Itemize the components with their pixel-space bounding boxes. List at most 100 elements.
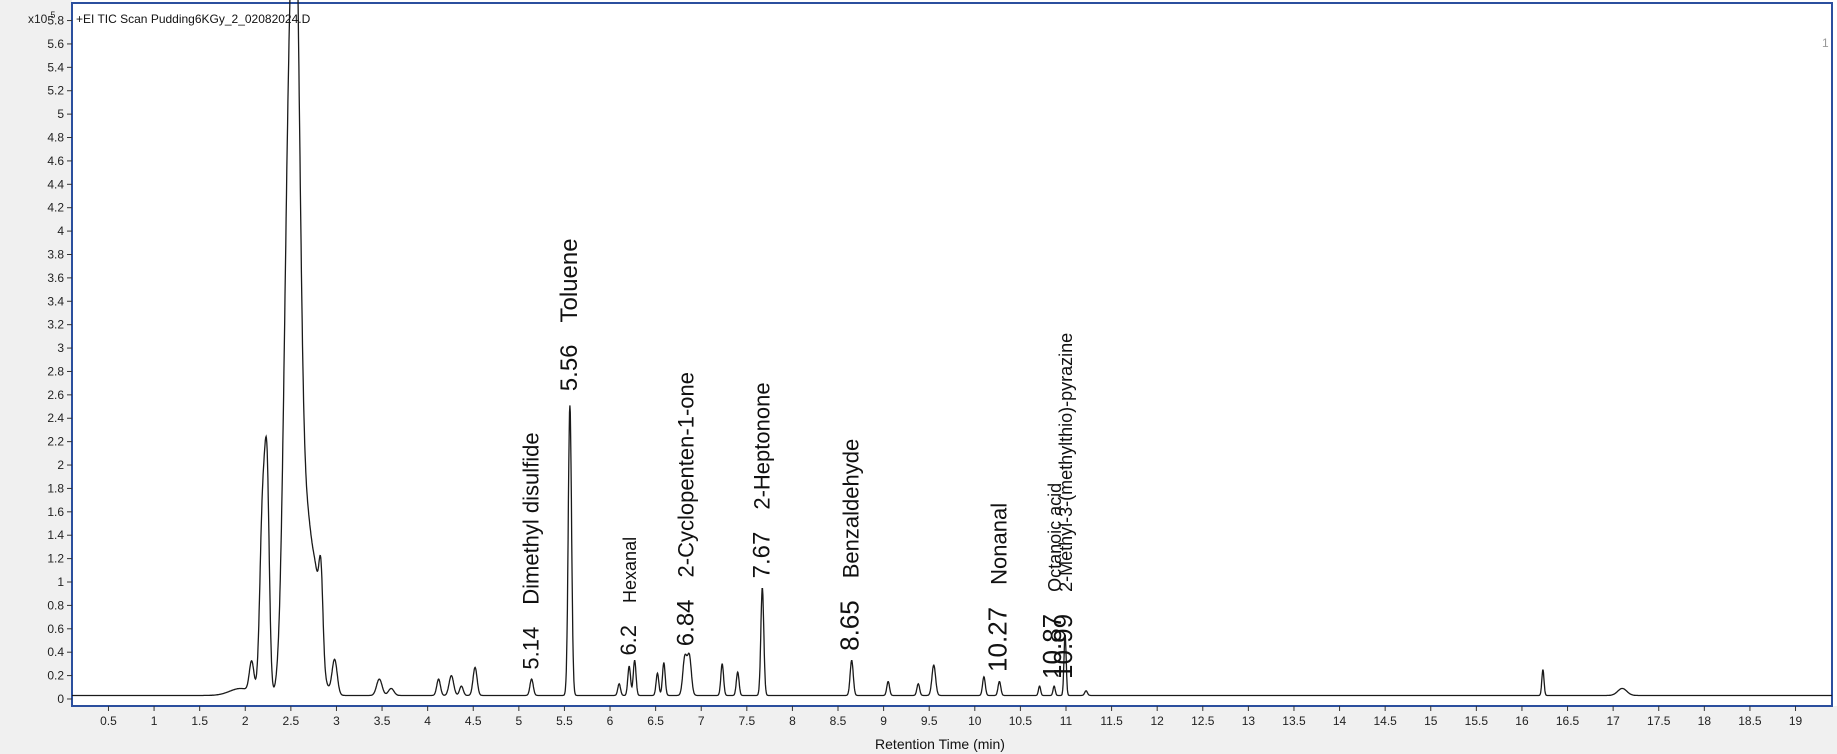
peak-annotation: 10.87 Octanoic acid — [1037, 483, 1067, 679]
y-tick-label: 2 — [57, 458, 64, 472]
peak-compound-name: 2-Cyclopenten-1-one — [674, 372, 699, 577]
x-tick-label: 16 — [1515, 714, 1529, 728]
peak-retention-time: 10.87 — [1037, 614, 1067, 679]
peak-retention-time: 8.65 — [835, 600, 865, 651]
peak-retention-time: 10.27 — [982, 607, 1012, 672]
y-tick-label: 4.6 — [47, 154, 64, 168]
y-tick-label: 0.4 — [47, 645, 64, 659]
y-tick-label: 1.6 — [47, 505, 64, 519]
y-tick-label: 5.8 — [47, 14, 64, 28]
peak-retention-time: 6.84 — [673, 599, 700, 646]
x-tick-label: 7 — [698, 714, 705, 728]
x-tick-label: 14.5 — [1373, 714, 1397, 728]
peak-annotation: 8.65 Benzaldehyde — [835, 439, 865, 651]
x-tick-label: 2.5 — [283, 714, 300, 728]
peak-annotation: 6.2 Hexanal — [616, 537, 641, 656]
peak-annotation: 7.67 2-Heptonone — [748, 382, 775, 578]
y-tick-label: 2.8 — [47, 364, 64, 378]
y-tick-label: 4.8 — [47, 131, 64, 145]
x-tick-label: 7.5 — [738, 714, 755, 728]
y-scale-base: x10 — [28, 12, 48, 26]
chart-title: +EI TIC Scan Pudding6KGy_2_02082024.D — [76, 12, 311, 26]
left-gutter — [0, 0, 72, 754]
y-tick-label: 3.6 — [47, 271, 64, 285]
peak-compound-name: Benzaldehyde — [839, 439, 864, 578]
x-tick-label: 18 — [1698, 714, 1712, 728]
peak-compound-name: Toluene — [556, 238, 583, 322]
peak-retention-time: 7.67 — [748, 532, 775, 579]
y-tick-label: 5.2 — [47, 84, 64, 98]
corner-label: 1 — [1822, 36, 1829, 50]
x-tick-label: 14 — [1333, 714, 1347, 728]
x-tick-label: 5.5 — [556, 714, 573, 728]
x-tick-label: 12 — [1151, 714, 1165, 728]
y-tick-label: 5.6 — [47, 37, 64, 51]
peak-annotation: 5.14 Dimethyl disulfide — [519, 432, 544, 669]
x-tick-label: 9.5 — [921, 714, 938, 728]
x-tick-label: 4.5 — [465, 714, 482, 728]
peak-compound-name: Nonanal — [986, 503, 1011, 585]
y-axis: 0 0.2 0.4 0.6 0.8 1 1.2 1.4 1.6 1.8 2 2.2 2.4 2.6 2.8 3… — [47, 14, 72, 706]
x-tick-label: 5 — [515, 714, 522, 728]
x-tick-label: 13.5 — [1282, 714, 1306, 728]
x-tick-label: 15.5 — [1465, 714, 1489, 728]
peak-annotation: 10.27 Nonanal — [982, 503, 1012, 672]
tic-trace-line — [72, 0, 1832, 697]
y-tick-label: 2.2 — [47, 435, 64, 449]
peak-retention-time: 10.99 — [1048, 614, 1078, 679]
peak-annotations: 5.14 Dimethyl disulfide 5.56 Toluene 6.2 Hexa… — [519, 238, 1078, 679]
plot-area — [71, 2, 1833, 707]
y-tick-label: 1.4 — [47, 528, 64, 542]
x-tick-label: 10.5 — [1009, 714, 1033, 728]
y-scale-exponent: 5 — [50, 10, 55, 20]
peak-compound-name: Dimethyl disulfide — [519, 432, 544, 604]
y-tick-label: 0 — [57, 692, 64, 706]
y-tick-label: 5 — [57, 107, 64, 121]
y-tick-label: 1.2 — [47, 552, 64, 566]
x-axis: 0.5 1 1.5 2 2.5 3 3.5 4 4.5 5 5.5 6 6.5 7 7.5 8 8.5 9 9.5 1… — [100, 706, 1803, 728]
y-tick-label: 4.2 — [47, 201, 64, 215]
y-tick-label: 1 — [57, 575, 64, 589]
x-tick-label: 18.5 — [1738, 714, 1762, 728]
y-tick-label: 3.2 — [47, 318, 64, 332]
peak-retention-time: 5.56 — [556, 344, 583, 391]
y-tick-label: 0.2 — [47, 669, 64, 683]
x-tick-label: 6.5 — [647, 714, 664, 728]
peak-compound-name: Octanoic acid — [1045, 483, 1065, 592]
y-tick-label: 0.6 — [47, 622, 64, 636]
x-tick-label: 17.5 — [1647, 714, 1671, 728]
peak-annotation: 10.99 2-Methyl-3-(methylthio)-pyrazine — [1048, 333, 1078, 679]
peak-annotation: 5.56 Toluene — [556, 238, 583, 391]
y-tick-label: 1.8 — [47, 481, 64, 495]
x-tick-label: 1 — [151, 714, 158, 728]
peak-retention-time: 6.2 — [616, 625, 641, 656]
x-tick-label: 6 — [607, 714, 614, 728]
x-tick-label: 15 — [1424, 714, 1438, 728]
y-tick-label: 4.4 — [47, 177, 64, 191]
signal-trace — [72, 0, 1832, 697]
x-tick-label: 2 — [242, 714, 249, 728]
x-tick-label: 0.5 — [100, 714, 117, 728]
peak-retention-time: 5.14 — [519, 627, 544, 670]
y-tick-label: 5.4 — [47, 60, 64, 74]
y-tick-label: 3.4 — [47, 294, 64, 308]
bottom-gutter — [0, 706, 1837, 754]
x-tick-label: 11 — [1060, 714, 1073, 728]
x-axis-title: Retention Time (min) — [875, 736, 1005, 752]
x-tick-label: 4 — [424, 714, 431, 728]
y-tick-label: 3 — [57, 341, 64, 355]
peak-annotation: 6.84 2-Cyclopenten-1-one — [673, 372, 700, 646]
y-tick-label: 0.8 — [47, 598, 64, 612]
y-scale-label: x10 5 — [28, 10, 55, 26]
x-tick-label: 3 — [333, 714, 340, 728]
x-tick-label: 3.5 — [374, 714, 391, 728]
x-tick-label: 17 — [1606, 714, 1620, 728]
x-tick-label: 13 — [1242, 714, 1256, 728]
peak-compound-name: Hexanal — [620, 537, 640, 603]
x-tick-label: 11.5 — [1100, 714, 1123, 728]
x-tick-label: 10 — [968, 714, 982, 728]
peak-compound-name: 2-Heptonone — [749, 382, 774, 509]
x-tick-label: 16.5 — [1556, 714, 1580, 728]
x-tick-label: 12.5 — [1191, 714, 1215, 728]
x-tick-label: 9 — [880, 714, 887, 728]
